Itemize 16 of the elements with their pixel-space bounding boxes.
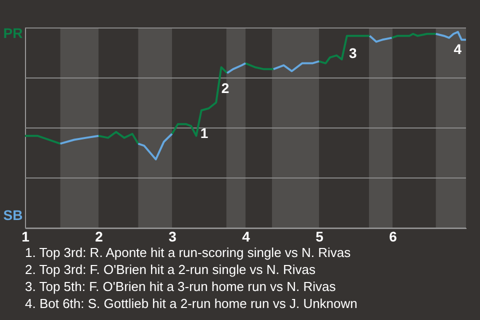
x-tick-label: 5 xyxy=(316,228,324,244)
x-tick-label: 6 xyxy=(389,228,398,244)
annotation: 1 xyxy=(200,124,208,141)
annotation: 2 xyxy=(221,80,230,96)
text: 3. Top 5th: F. O'Brien hit a 3-run home run vs N. Rivas xyxy=(25,279,336,294)
x-tick-label: 4 xyxy=(242,228,250,244)
text: PR xyxy=(3,25,23,41)
text: 4. Bot 6th: S. Gottlieb hit a 2-run home run vs J. Unknown xyxy=(25,296,358,311)
x-tick-label: 3 xyxy=(168,228,177,244)
x-tick-label: 2 xyxy=(95,228,104,244)
annotation: 4 xyxy=(454,40,462,57)
text: 2. Top 3rd: F. O'Brien hit a 2-run single vs N. Rivas xyxy=(25,262,316,277)
x-tick-label: 1 xyxy=(22,228,30,244)
text: 1. Top 3rd: R. Aponte hit a run-scoring single vs N. Rivas xyxy=(25,245,352,260)
annotation: 3 xyxy=(349,44,358,61)
text: SB xyxy=(3,207,23,223)
